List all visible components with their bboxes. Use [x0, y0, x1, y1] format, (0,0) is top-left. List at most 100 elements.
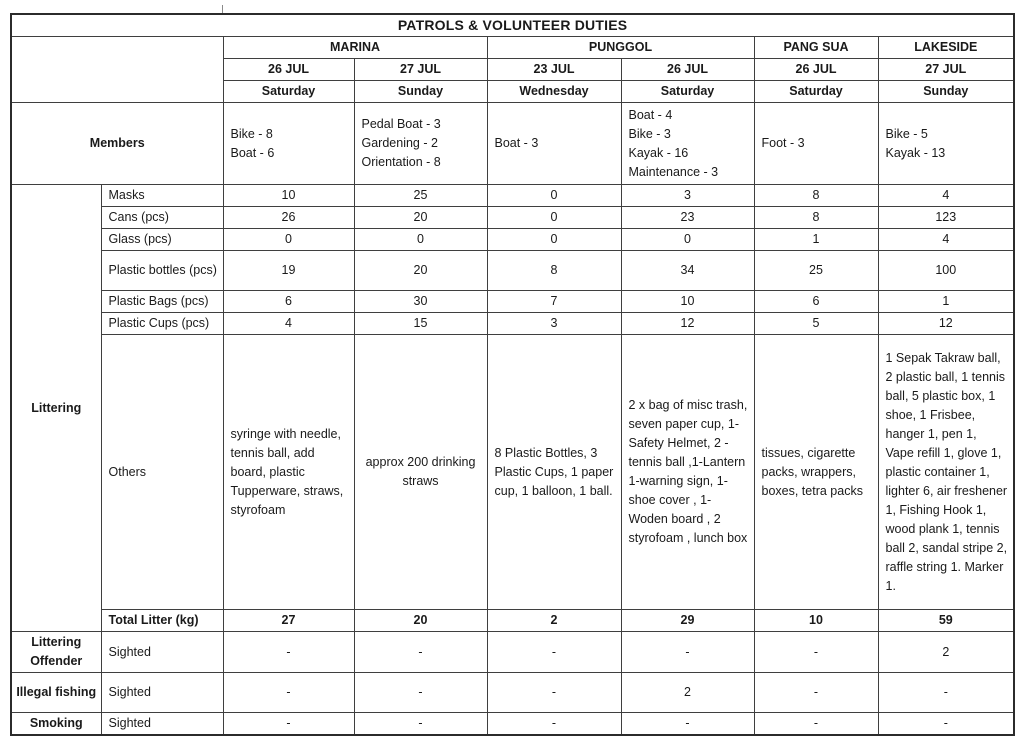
others-value: 1 Sepak Takraw ball, 2 plastic ball, 1 t…	[877, 334, 1015, 610]
others-value: approx 200 drinking straws	[353, 334, 488, 610]
row-label-cans: Cans (pcs)	[100, 206, 224, 229]
value-cell: 30	[353, 290, 488, 313]
date-cell: 23 JUL	[486, 58, 622, 81]
date-cell: 26 JUL	[753, 58, 879, 81]
value-cell: 0	[486, 206, 622, 229]
region-header-marina: MARINA	[222, 36, 488, 59]
value-cell: -	[486, 672, 622, 713]
value-cell: 27	[222, 609, 355, 632]
value-cell: -	[222, 631, 355, 673]
members-value: Boat - 4 Bike - 3 Kayak - 16 Maintenance…	[620, 102, 755, 185]
value-cell: 34	[620, 250, 755, 291]
value-cell: 19	[222, 250, 355, 291]
day-cell: Saturday	[222, 80, 355, 103]
value-cell: 0	[353, 228, 488, 251]
value-cell: 12	[620, 312, 755, 335]
day-header-row: Saturday Sunday Wednesday Saturday Satur…	[11, 80, 1015, 103]
category-smoking: Smoking	[10, 712, 102, 736]
sighted-label: Sighted	[100, 631, 224, 673]
value-cell: 8	[486, 250, 622, 291]
value-cell: 6	[222, 290, 355, 313]
row-label-others: Others	[100, 334, 224, 610]
row-masks: Littering Masks 10 25 0 3 8 4	[10, 184, 1015, 632]
sighted-label: Sighted	[100, 672, 224, 713]
day-cell: Wednesday	[486, 80, 622, 103]
value-cell: 7	[486, 290, 622, 313]
others-value: 2 x bag of misc trash, seven paper cup, …	[620, 334, 755, 610]
row-total-litter: Total Litter (kg) 27 20 2 29 10 59	[11, 609, 1015, 632]
value-cell: 0	[222, 228, 355, 251]
value-cell: -	[222, 672, 355, 713]
row-label-glass: Glass (pcs)	[100, 228, 224, 251]
value-cell: -	[620, 631, 755, 673]
row-smoking: Smoking Sighted - - - - - -	[10, 712, 1015, 736]
row-label-plastic-cups: Plastic Cups (pcs)	[100, 312, 224, 335]
date-cell: 27 JUL	[353, 58, 488, 81]
others-value: tissues, cigarette packs, wrappers, boxe…	[753, 334, 879, 610]
patrols-volunteer-duties-table: PATROLS & VOLUNTEER DUTIES MARINA PUNGGO…	[10, 13, 1016, 736]
value-cell: 3	[620, 184, 755, 207]
value-cell: -	[222, 712, 355, 736]
value-cell: 0	[486, 184, 622, 207]
value-cell: 29	[620, 609, 755, 632]
value-cell: 8	[753, 206, 879, 229]
value-cell: 59	[877, 609, 1015, 632]
value-cell: -	[753, 672, 879, 713]
value-cell: -	[353, 631, 488, 673]
value-cell: 3	[486, 312, 622, 335]
value-cell: 10	[753, 609, 879, 632]
value-cell: -	[753, 631, 879, 673]
value-cell: 20	[353, 250, 488, 291]
title-row: PATROLS & VOLUNTEER DUTIES	[10, 13, 1015, 37]
value-cell: 0	[486, 228, 622, 251]
day-cell: Sunday	[353, 80, 488, 103]
date-cell: 26 JUL	[222, 58, 355, 81]
stray-gridline-artifact	[222, 5, 223, 14]
row-plastic-bottles: Plastic bottles (pcs) 19 20 8 34 25 100	[11, 250, 1015, 291]
value-cell: 123	[877, 206, 1015, 229]
day-cell: Saturday	[753, 80, 879, 103]
category-illegal-fishing: Illegal fishing	[10, 672, 102, 713]
value-cell: 2	[877, 631, 1015, 673]
value-cell: -	[753, 712, 879, 736]
members-value: Bike - 8 Boat - 6	[222, 102, 355, 185]
row-plastic-cups: Plastic Cups (pcs) 4 15 3 12 5 12	[11, 312, 1015, 335]
value-cell: 4	[222, 312, 355, 335]
value-cell: -	[486, 631, 622, 673]
value-cell: -	[620, 712, 755, 736]
value-cell: 0	[620, 228, 755, 251]
value-cell: 12	[877, 312, 1015, 335]
value-cell: 23	[620, 206, 755, 229]
row-plastic-bags: Plastic Bags (pcs) 6 30 7 10 6 1	[11, 290, 1015, 313]
value-cell: 26	[222, 206, 355, 229]
value-cell: 1	[877, 290, 1015, 313]
members-value: Foot - 3	[753, 102, 879, 185]
value-cell: 1	[753, 228, 879, 251]
region-header-pang-sua: PANG SUA	[753, 36, 879, 59]
value-cell: 2	[486, 609, 622, 632]
value-cell: -	[877, 672, 1015, 713]
region-header-punggol: PUNGGOL	[486, 36, 755, 59]
sighted-label: Sighted	[100, 712, 224, 736]
category-littering-offender: Littering Offender	[10, 631, 102, 673]
value-cell: 25	[353, 184, 488, 207]
date-cell: 26 JUL	[620, 58, 755, 81]
row-illegal-fishing: Illegal fishing Sighted - - - 2 - -	[10, 672, 1015, 713]
row-label-total-litter: Total Litter (kg)	[100, 609, 224, 632]
littering-category-label: Littering	[10, 184, 102, 632]
members-value: Boat - 3	[486, 102, 622, 185]
value-cell: 20	[353, 609, 488, 632]
members-row: Members Bike - 8 Boat - 6 Pedal Boat - 3…	[10, 102, 1015, 185]
value-cell: 6	[753, 290, 879, 313]
value-cell: 5	[753, 312, 879, 335]
date-cell: 27 JUL	[877, 58, 1015, 81]
others-value: 8 Plastic Bottles, 3 Plastic Cups, 1 pap…	[486, 334, 622, 610]
value-cell: 100	[877, 250, 1015, 291]
row-label-masks: Masks	[100, 184, 224, 207]
value-cell: 10	[620, 290, 755, 313]
value-cell: 25	[753, 250, 879, 291]
value-cell: 8	[753, 184, 879, 207]
row-cans: Cans (pcs) 26 20 0 23 8 123	[11, 206, 1015, 229]
region-header-row: MARINA PUNGGOL PANG SUA LAKESIDE	[10, 36, 1015, 103]
members-value: Bike - 5 Kayak - 13	[877, 102, 1015, 185]
